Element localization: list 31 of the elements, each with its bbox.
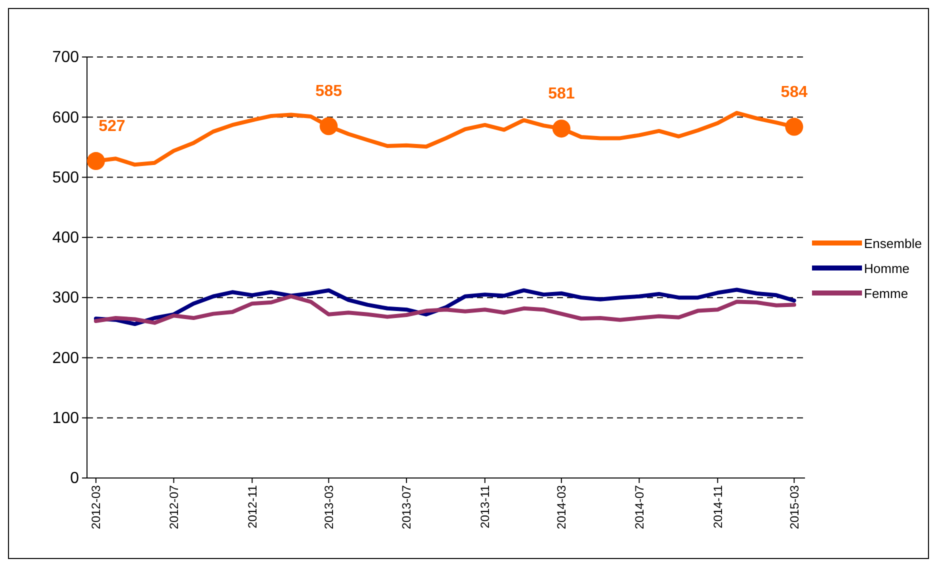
x-tick-label: 2012-11: [245, 484, 260, 528]
x-tick-label: 2014-07: [632, 484, 646, 530]
x-tick-label: 2013-11: [478, 484, 492, 528]
point: [552, 120, 570, 138]
line-series: [94, 288, 796, 326]
y-tick-label: 600: [52, 109, 80, 126]
y-tick-label: 700: [52, 49, 80, 66]
x-tick-label: 2014-11: [710, 484, 725, 528]
y-tick-label: 500: [52, 169, 80, 186]
y-tick-label: 100: [52, 410, 80, 427]
point: [86, 152, 105, 170]
legend-label: Femme: [864, 286, 908, 301]
line-series: [94, 294, 796, 325]
data-label: 581: [548, 86, 575, 103]
point: [320, 117, 338, 136]
x-tick-label: 2012-03: [89, 484, 104, 530]
y-tick-label: 300: [52, 290, 80, 307]
data-label: 585: [315, 83, 342, 100]
x-tick-label: 2015-03: [787, 484, 802, 530]
x-tick-label: 2013-07: [400, 484, 414, 530]
y-tick-label: 0: [70, 470, 80, 488]
x-tick-label: 2013-03: [322, 484, 336, 530]
y-tick-label: 200: [52, 350, 80, 367]
legend-label: Ensemble: [864, 236, 922, 251]
x-tick-label: 2014-03: [554, 484, 569, 530]
x-tick-label: 2012-07: [166, 484, 181, 530]
data-label: 527: [98, 118, 126, 136]
y-tick-label: 400: [52, 230, 80, 247]
point: [785, 118, 804, 136]
legend-label: Homme: [864, 261, 910, 276]
data-label: 584: [780, 84, 808, 101]
